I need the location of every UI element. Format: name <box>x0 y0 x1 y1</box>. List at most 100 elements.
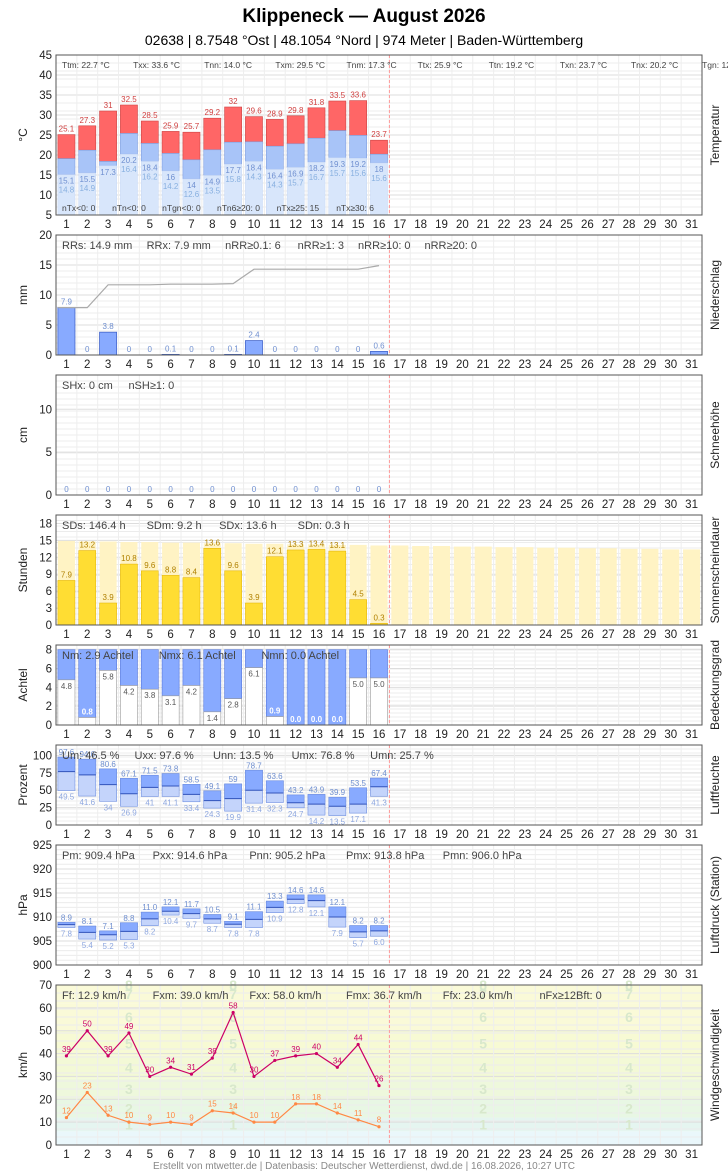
tmax-label: 28.5 <box>142 111 158 120</box>
x-tick-label: 17 <box>393 359 406 371</box>
panel-frame <box>55 374 703 496</box>
panel-side-label: Temperatur <box>708 105 722 166</box>
x-tick-label: 17 <box>393 829 406 841</box>
x-tick-label: 6 <box>167 629 173 641</box>
beaufort-band <box>56 985 702 1004</box>
panel-frame <box>55 644 703 726</box>
y-tick-label: 4 <box>46 682 53 694</box>
x-tick-label: 15 <box>352 729 365 741</box>
pressure-max-label: 10.5 <box>205 906 221 915</box>
tmax-label: 32.5 <box>121 95 137 104</box>
cloud-label: 3.8 <box>144 691 156 700</box>
y-tick-label: 9 <box>46 569 52 581</box>
tmax-label: 32 <box>229 97 238 106</box>
humidity-min-label: 49.5 <box>59 793 75 802</box>
tmean-bar <box>120 133 138 155</box>
x-tick-label: 8 <box>209 629 215 641</box>
x-tick-label: 5 <box>147 499 153 511</box>
x-tick-label: 12 <box>289 969 302 981</box>
y-axis-label: cm <box>16 427 30 443</box>
gust-point <box>169 1065 173 1069</box>
x-tick-label: 2 <box>84 969 90 981</box>
pressure-upper-bar <box>182 908 201 914</box>
sunshine-bar <box>224 570 242 626</box>
tmin-label: 18.4 <box>142 163 158 172</box>
x-tick-label: 12 <box>289 499 302 511</box>
stat-label: Txx: 33.6 °C <box>133 60 180 70</box>
x-tick-label: 30 <box>664 499 677 511</box>
tmax-bar <box>349 100 368 136</box>
beaufort-number: 6 <box>229 1009 237 1025</box>
x-tick-label: 27 <box>602 359 615 371</box>
cloud-label: 0.8 <box>82 707 94 716</box>
precipitation-bar <box>245 340 263 356</box>
pressure-max-label: 8.8 <box>123 914 135 923</box>
tmax-bar <box>120 104 138 134</box>
x-tick-label: 28 <box>623 499 636 511</box>
humidity-upper-bar <box>349 787 368 805</box>
y-tick-label: 5 <box>46 447 52 459</box>
x-tick-label: 22 <box>498 729 511 741</box>
x-tick-label: 15 <box>352 629 365 641</box>
x-tick-label: 21 <box>477 219 490 231</box>
y-tick-label: 6 <box>46 586 52 598</box>
y-tick-label: 0 <box>46 720 52 732</box>
beaufort-number: 4 <box>625 1059 633 1075</box>
stat-label: Fmx: 36.7 km/h <box>346 990 422 1002</box>
sunshine-label: 0.3 <box>373 613 385 622</box>
x-tick-label: 13 <box>310 629 323 641</box>
humidity-upper-bar <box>120 778 138 794</box>
x-tick-label: 19 <box>435 729 448 741</box>
precipitation-label: 0 <box>210 345 215 354</box>
humidity-max-label: 78.7 <box>246 761 262 770</box>
humidity-min-label: 13.5 <box>330 818 346 827</box>
x-tick-label: 1 <box>63 219 69 231</box>
stat-label: Tnm: 17.3 °C <box>346 60 396 70</box>
sun-potential-bar <box>662 549 680 625</box>
tmax-bar <box>182 131 201 161</box>
wind-label: 9 <box>189 1113 194 1122</box>
stat-label: nTn6≥20: 0 <box>217 203 260 213</box>
y-tick-label: 18 <box>39 518 52 530</box>
wind-label: 18 <box>291 1093 300 1102</box>
cloud-label: 2.8 <box>228 701 240 710</box>
x-tick-label: 26 <box>581 969 594 981</box>
tgnd-label: 12.6 <box>184 190 200 199</box>
precipitation-label: 0.1 <box>165 344 177 353</box>
x-tick-label: 10 <box>248 729 261 741</box>
y-tick-label: 30 <box>39 1071 52 1083</box>
tmean-bar <box>307 137 326 163</box>
wind-label: 18 <box>312 1093 321 1102</box>
humidity-min-label: 33.4 <box>184 804 200 813</box>
beaufort-number: 4 <box>125 1059 133 1075</box>
gust-label: 26 <box>375 1075 384 1084</box>
y-tick-label: 0 <box>46 1140 52 1152</box>
y-tick-label: 0 <box>46 350 52 362</box>
x-tick-label: 7 <box>188 829 194 841</box>
clear-sky-bar <box>78 717 97 726</box>
humidity-max-label: 59 <box>229 775 238 784</box>
pressure-max-label: 14.6 <box>288 886 304 895</box>
tmean-bar <box>265 145 284 170</box>
sunshine-bar <box>140 570 159 626</box>
x-tick-label: 7 <box>188 1149 194 1161</box>
humidity-min-label: 31.4 <box>246 805 262 814</box>
x-tick-label: 30 <box>664 1149 677 1161</box>
x-tick-label: 21 <box>477 499 490 511</box>
x-tick-label: 30 <box>664 729 677 741</box>
x-tick-label: 22 <box>498 219 511 231</box>
x-tick-label: 19 <box>435 629 448 641</box>
precipitation-label: 0 <box>356 345 361 354</box>
cloud-label: 4.2 <box>186 687 198 696</box>
cloud-bar <box>370 649 388 679</box>
x-tick-label: 14 <box>331 499 344 511</box>
humidity-max-label: 97.6 <box>59 748 75 757</box>
stat-label: nTx≥25: 15 <box>277 203 320 213</box>
panel-side-label: Luftfeuchte <box>708 755 722 815</box>
sun-potential-bar <box>620 548 638 625</box>
humidity-max-label: 63.6 <box>267 772 283 781</box>
tmin-label: 15.5 <box>79 175 95 184</box>
sunshine-label: 3.9 <box>248 593 260 602</box>
x-tick-label: 8 <box>209 829 215 841</box>
